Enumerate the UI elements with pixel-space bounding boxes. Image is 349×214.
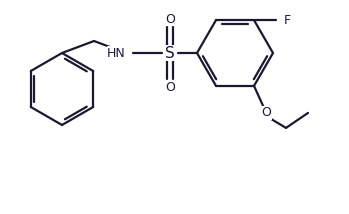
Text: HN: HN	[107, 46, 126, 59]
Text: S: S	[165, 46, 175, 61]
Text: O: O	[165, 12, 175, 25]
Text: F: F	[284, 14, 291, 27]
Text: O: O	[261, 106, 271, 119]
Text: O: O	[165, 80, 175, 94]
